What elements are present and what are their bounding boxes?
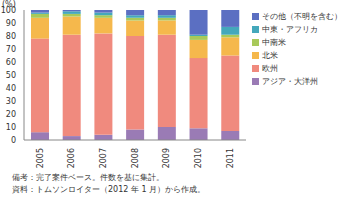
svg-text:10: 10 [8,123,16,132]
svg-text:2006: 2006 [67,148,76,168]
svg-text:60: 60 [8,58,16,67]
svg-text:20: 20 [8,110,16,119]
html-text:欧州: 欧州 [262,64,278,73]
svg-text:2007: 2007 [99,148,108,168]
svg-text:100: 100 [8,6,16,15]
html-text:資料：トムソンロイター（2012 年 1 月）から作成。: 資料：トムソンロイター（2012 年 1 月）から作成。 [12,185,206,194]
svg-text:70: 70 [8,45,16,54]
svg-text:80: 80 [8,32,16,41]
svg-text:2009: 2009 [162,148,171,168]
svg-text:0: 0 [11,136,16,145]
svg-text:2010: 2010 [194,148,203,168]
svg-text:40: 40 [8,84,16,93]
svg-text:30: 30 [8,97,16,106]
svg-text:2008: 2008 [131,148,140,168]
html-text:中東・アフリカ: 中東・アフリカ [262,25,318,34]
svg-text:90: 90 [8,19,16,28]
html-text:アジア・大洋州: アジア・大洋州 [262,77,318,86]
svg-text:2011: 2011 [226,148,235,168]
svg-text:50: 50 [8,71,16,80]
html-text:中南米: 中南米 [262,38,286,47]
svg-text:2005: 2005 [36,148,45,168]
html-text:北米: 北米 [262,51,278,60]
html-text:備考：完了案件ベース。件数を基に集計。: 備考：完了案件ベース。件数を基に集計。 [12,173,164,182]
